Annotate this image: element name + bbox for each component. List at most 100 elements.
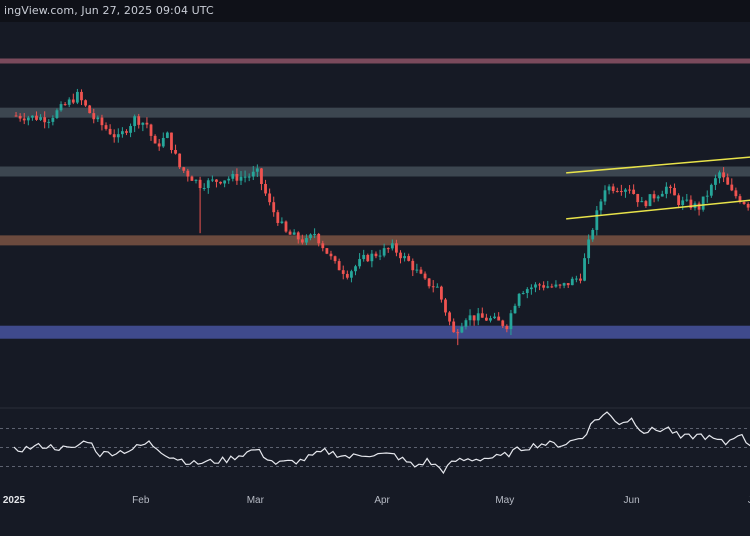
- candle-body: [709, 184, 713, 196]
- candle-body: [480, 313, 484, 318]
- candle-body: [591, 229, 595, 240]
- candle-body: [18, 115, 22, 119]
- candle-body: [272, 202, 276, 213]
- candle-body: [509, 313, 513, 330]
- candle-body: [202, 187, 206, 189]
- candle-body: [260, 168, 263, 185]
- zone-upper-resistance: [0, 58, 750, 64]
- x-tick-label: Mar: [247, 495, 265, 506]
- candle-body: [165, 132, 169, 138]
- candle-body: [660, 193, 664, 197]
- candle-body: [284, 221, 288, 232]
- candle-body: [386, 248, 390, 250]
- candle-body: [525, 289, 529, 294]
- candle-body: [374, 253, 378, 257]
- candle-body: [583, 258, 586, 281]
- candle-body: [632, 189, 636, 194]
- candle-body: [484, 317, 488, 321]
- x-tick-label: Feb: [132, 495, 150, 506]
- candle-body: [305, 238, 308, 243]
- candle-body: [411, 260, 415, 271]
- candle-body: [624, 189, 627, 192]
- candle-body: [570, 278, 574, 286]
- time-axis-bar: [0, 510, 750, 536]
- candle-body: [448, 312, 451, 322]
- candle-body: [255, 168, 259, 172]
- rsi-indicator-pane: [0, 411, 750, 475]
- candle-body: [120, 131, 124, 135]
- candle-body: [84, 100, 87, 106]
- candle-body: [505, 325, 509, 330]
- candle-body: [92, 113, 96, 120]
- candle-body: [656, 196, 660, 199]
- candle-body: [669, 186, 672, 188]
- candle-body: [566, 283, 570, 286]
- candle-body: [194, 179, 198, 181]
- candle-body: [390, 243, 394, 249]
- candle-body: [321, 243, 325, 249]
- candle-body: [640, 201, 644, 203]
- candle-body: [456, 332, 460, 334]
- candle-body: [108, 128, 112, 135]
- candle-body: [337, 261, 341, 271]
- candle-body: [292, 232, 296, 235]
- candle-body: [300, 239, 304, 243]
- candle-body: [648, 194, 652, 207]
- candle-body: [170, 132, 173, 150]
- candle-body: [345, 273, 349, 278]
- candle-body: [705, 195, 709, 197]
- candle-body: [223, 180, 227, 184]
- candle-body: [309, 234, 312, 239]
- candle-body: [137, 116, 141, 125]
- candle-body: [149, 124, 153, 136]
- candle-body: [681, 200, 685, 206]
- channel-upper-line: [566, 156, 750, 174]
- candle-body: [403, 256, 406, 259]
- candle-body: [464, 320, 468, 327]
- candle-body: [39, 117, 42, 120]
- candle-body: [370, 253, 374, 262]
- candle-body: [615, 191, 619, 193]
- candle-body: [251, 171, 255, 177]
- source-timestamp: ingView.com, Jun 27, 2025 09:04 UTC: [4, 4, 214, 17]
- zone-blue-support: [0, 325, 750, 339]
- candle-body: [333, 256, 337, 262]
- candle-body: [407, 256, 411, 261]
- candle-body: [599, 201, 603, 211]
- x-tick-label: 2025: [3, 495, 26, 506]
- candle-body: [489, 318, 492, 321]
- channel-lower-line: [566, 199, 750, 220]
- candle-body: [415, 269, 419, 271]
- candle-body: [125, 131, 128, 133]
- candle-body: [431, 286, 435, 288]
- candle-body: [603, 190, 607, 202]
- candle-body: [595, 210, 599, 230]
- candlestick-series: [14, 88, 750, 346]
- candle-body: [182, 167, 186, 171]
- candle-body: [440, 286, 443, 300]
- candle-body: [517, 293, 521, 306]
- candle-body: [354, 266, 357, 272]
- candle-body: [264, 184, 267, 194]
- candle-body: [178, 153, 182, 168]
- candle-body: [231, 173, 235, 179]
- candle-body: [644, 201, 648, 207]
- candle-body: [63, 104, 67, 106]
- candle-body: [427, 278, 431, 287]
- candle-body: [468, 315, 472, 321]
- candle-body: [22, 118, 26, 121]
- candle-body: [71, 99, 75, 103]
- candle-body: [313, 233, 317, 235]
- candle-body: [268, 193, 272, 203]
- candle-body: [652, 194, 656, 199]
- candle-body: [689, 199, 693, 209]
- candle-body: [742, 201, 746, 204]
- ascending-channel: [566, 156, 750, 220]
- candle-body: [497, 316, 501, 321]
- candle-body: [280, 221, 284, 223]
- candle-body: [730, 184, 734, 191]
- candle-body: [714, 178, 717, 185]
- candle-body: [317, 233, 321, 244]
- candle-body: [550, 286, 554, 288]
